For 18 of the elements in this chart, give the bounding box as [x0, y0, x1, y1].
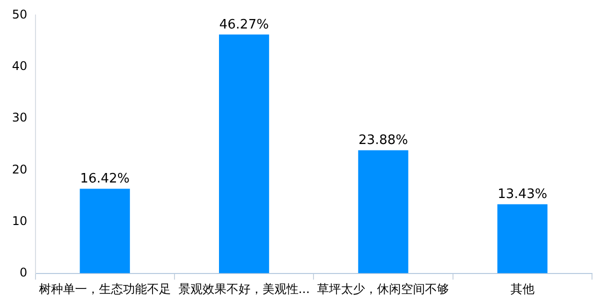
x-tick-label: 景观效果不好，美观性... [178, 282, 310, 296]
data-label: 13.43% [498, 187, 548, 202]
y-tick-label: 30 [12, 110, 28, 125]
bar [497, 204, 548, 274]
data-label: 23.88% [358, 133, 408, 148]
y-tick-label: 50 [12, 7, 28, 22]
bar [80, 188, 130, 274]
y-tick-label: 40 [12, 59, 28, 74]
x-tick-label: 树种单一，生态功能不足 [38, 282, 171, 296]
y-tick-label: 0 [20, 266, 28, 280]
x-tick-label: 其他 [510, 282, 534, 296]
data-label: 46.27% [219, 17, 269, 32]
data-label: 16.42% [80, 172, 130, 187]
x-tick-label: 草坪太少，休闲空间不够 [317, 282, 450, 296]
bar [358, 150, 408, 274]
bar [218, 34, 270, 274]
y-tick-label: 10 [12, 214, 28, 228]
y-tick-label: 20 [12, 162, 28, 176]
